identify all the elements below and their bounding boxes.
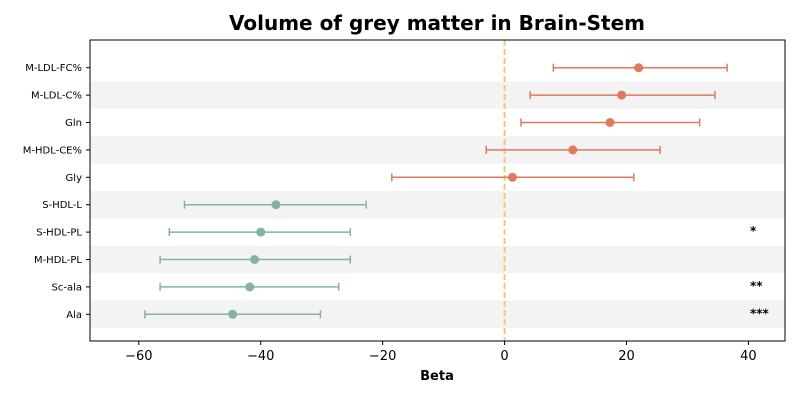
forest-row xyxy=(159,255,352,264)
beta-point xyxy=(634,63,644,73)
x-tick-label: 20 xyxy=(618,349,635,364)
forest-row xyxy=(520,118,701,127)
y-tick-label: M-HDL-PL xyxy=(34,255,82,266)
forest-row: * xyxy=(168,224,757,238)
beta-point xyxy=(568,145,578,155)
beta-point xyxy=(245,282,255,292)
beta-point xyxy=(271,200,281,210)
chart-title: Volume of grey matter in Brain-Stem xyxy=(229,11,645,35)
x-tick-label: 0 xyxy=(500,349,508,364)
forest-row xyxy=(391,172,635,182)
beta-point xyxy=(250,255,260,264)
forest-row xyxy=(183,200,367,210)
y-tick-label: M-LDL-FC% xyxy=(25,63,82,74)
beta-point xyxy=(256,227,266,237)
y-tick-label: Sc-ala xyxy=(52,282,83,293)
x-axis: −60 −40 −20 0 20 40 xyxy=(125,341,757,364)
significance-label: * xyxy=(750,224,757,238)
data-rows: ****** xyxy=(144,63,770,320)
x-tick-label: 40 xyxy=(740,349,757,364)
x-tick-label: −60 xyxy=(125,349,152,364)
forest-row xyxy=(529,90,716,100)
forest-row xyxy=(485,145,661,155)
x-axis-label: Beta xyxy=(420,369,454,384)
y-tick-label: Gly xyxy=(66,173,83,184)
beta-point xyxy=(507,172,517,182)
x-tick-label: −40 xyxy=(247,349,274,364)
significance-label: *** xyxy=(750,306,770,320)
plot-frame xyxy=(89,39,786,342)
y-tick-label: M-LDL-C% xyxy=(31,91,82,102)
significance-label: ** xyxy=(750,279,763,293)
y-tick-label: Gln xyxy=(65,118,82,129)
y-tick-label: Ala xyxy=(66,310,82,321)
y-axis: M-LDL-FC% M-LDL-C% Gln M-HDL-CE% Gly S-HDL-L S… xyxy=(23,63,90,321)
forest-row xyxy=(552,63,728,73)
y-tick-label: S-HDL-L xyxy=(42,200,82,211)
forest-row: *** xyxy=(144,306,770,320)
beta-point xyxy=(617,90,627,100)
forest-row: ** xyxy=(159,279,763,293)
beta-point xyxy=(605,118,615,127)
y-tick-label: S-HDL-PL xyxy=(36,228,82,239)
beta-point xyxy=(228,309,238,319)
row-band xyxy=(90,136,785,164)
y-tick-label: M-HDL-CE% xyxy=(23,145,82,156)
x-tick-label: −20 xyxy=(369,349,396,364)
